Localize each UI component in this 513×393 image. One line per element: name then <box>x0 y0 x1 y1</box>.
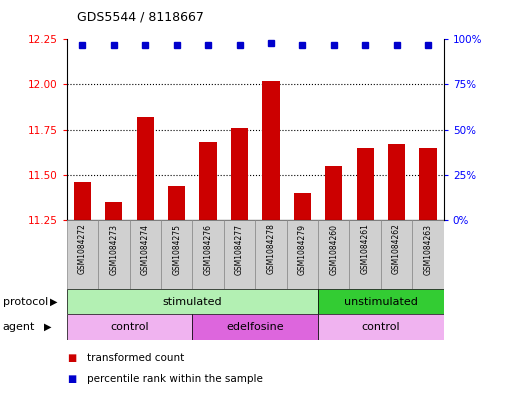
Text: GSM1084273: GSM1084273 <box>109 224 119 275</box>
Bar <box>98 220 129 289</box>
Bar <box>388 144 405 220</box>
Bar <box>287 220 318 289</box>
Bar <box>325 166 342 220</box>
Text: GSM1084278: GSM1084278 <box>266 224 275 274</box>
Bar <box>136 117 154 220</box>
Text: protocol: protocol <box>3 297 48 307</box>
Text: GSM1084272: GSM1084272 <box>78 224 87 274</box>
Text: GSM1084277: GSM1084277 <box>235 224 244 275</box>
Bar <box>255 220 287 289</box>
Bar <box>262 81 280 220</box>
Bar <box>318 220 349 289</box>
Bar <box>318 289 444 314</box>
Bar <box>349 220 381 289</box>
Text: GSM1084261: GSM1084261 <box>361 224 370 274</box>
Bar <box>412 220 444 289</box>
Text: GSM1084276: GSM1084276 <box>204 224 212 275</box>
Text: GSM1084274: GSM1084274 <box>141 224 150 275</box>
Bar <box>294 193 311 220</box>
Text: GSM1084263: GSM1084263 <box>424 224 432 275</box>
Bar <box>192 220 224 289</box>
Text: control: control <box>110 322 149 332</box>
Text: GDS5544 / 8118667: GDS5544 / 8118667 <box>77 11 204 24</box>
Bar <box>67 314 192 340</box>
Text: GSM1084260: GSM1084260 <box>329 224 338 275</box>
Text: ■: ■ <box>67 353 76 363</box>
Bar <box>192 314 318 340</box>
Text: GSM1084279: GSM1084279 <box>298 224 307 275</box>
Text: ▶: ▶ <box>50 297 58 307</box>
Bar <box>200 142 216 220</box>
Text: GSM1084262: GSM1084262 <box>392 224 401 274</box>
Bar <box>168 186 185 220</box>
Text: percentile rank within the sample: percentile rank within the sample <box>87 374 263 384</box>
Text: ■: ■ <box>67 374 76 384</box>
Bar <box>231 128 248 220</box>
Text: stimulated: stimulated <box>163 297 222 307</box>
Bar <box>74 182 91 220</box>
Text: GSM1084275: GSM1084275 <box>172 224 181 275</box>
Text: control: control <box>362 322 400 332</box>
Bar <box>161 220 192 289</box>
Bar <box>318 314 444 340</box>
Text: unstimulated: unstimulated <box>344 297 418 307</box>
Text: agent: agent <box>3 322 35 332</box>
Bar <box>224 220 255 289</box>
Text: edelfosine: edelfosine <box>226 322 284 332</box>
Bar <box>105 202 123 220</box>
Bar <box>420 148 437 220</box>
Bar <box>67 289 318 314</box>
Bar <box>67 220 98 289</box>
Bar <box>357 148 374 220</box>
Text: transformed count: transformed count <box>87 353 185 363</box>
Bar <box>381 220 412 289</box>
Bar <box>129 220 161 289</box>
Text: ▶: ▶ <box>44 322 51 332</box>
